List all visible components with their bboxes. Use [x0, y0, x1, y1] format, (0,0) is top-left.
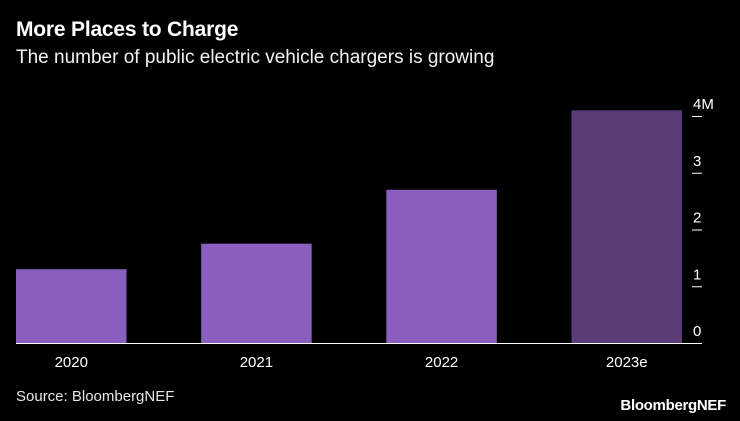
chart-title: More Places to Charge — [16, 18, 239, 41]
bar-2023e — [571, 110, 682, 343]
bar-2021 — [201, 243, 312, 343]
source-note: Source: BloombergNEF — [16, 388, 175, 405]
y-tick-label-3: 3 — [693, 153, 701, 170]
bar-2022 — [386, 189, 497, 343]
y-tick-label-0: 0 — [693, 323, 701, 340]
bar-2020 — [16, 269, 127, 343]
y-tick-label-1: 1 — [693, 266, 701, 283]
x-tick-label-2020: 2020 — [55, 354, 88, 371]
chart-subtitle: The number of public electric vehicle ch… — [16, 47, 495, 68]
y-tick-label-4: 4M — [693, 96, 714, 113]
x-tick-label-2022: 2022 — [425, 354, 458, 371]
brand-logo: BloombergNEF — [620, 397, 726, 414]
x-tick-label-2021: 2021 — [240, 354, 273, 371]
y-tick-label-2: 2 — [693, 210, 701, 227]
x-tick-label-2023e: 2023e — [606, 354, 648, 371]
